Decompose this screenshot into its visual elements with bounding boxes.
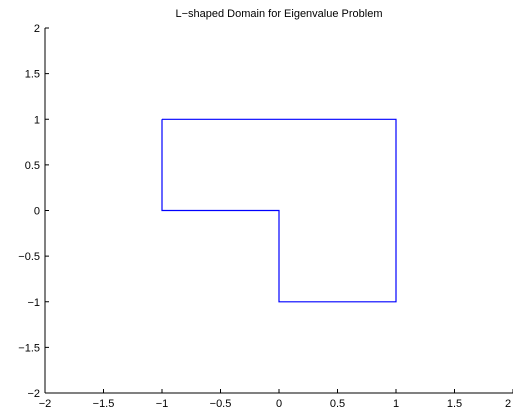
y-tick-label: −0.5 bbox=[18, 251, 40, 263]
x-tick-label: 0 bbox=[276, 398, 282, 410]
chart-title: L−shaped Domain for Eigenvalue Problem bbox=[176, 8, 383, 20]
x-tick-label: 0.5 bbox=[330, 398, 345, 410]
domain-boundary-line bbox=[161, 118, 397, 303]
x-tick-label: −2 bbox=[39, 398, 52, 410]
y-tick-label: −2 bbox=[27, 388, 40, 400]
y-tick-label: 2 bbox=[34, 23, 40, 35]
x-tick-label: 2 bbox=[505, 398, 511, 410]
x-tick-label: 1.5 bbox=[447, 398, 462, 410]
y-tick-label: −1 bbox=[27, 297, 40, 309]
x-tick-label: −1 bbox=[156, 398, 169, 410]
x-tick-label: −1.5 bbox=[93, 398, 115, 410]
y-tick-label: −1.5 bbox=[18, 342, 40, 354]
y-tick-label: 0.5 bbox=[25, 160, 40, 172]
y-tick-label: 1.5 bbox=[25, 69, 40, 81]
y-tick-label: 0 bbox=[34, 206, 40, 218]
x-tick-label: −0.5 bbox=[210, 398, 232, 410]
plot-area: −2 −1.5 −1 −0.5 0 0.5 1 1.5 2 −2 −1.5 −1 −0.5 0 0.5 1 1.… bbox=[18, 23, 513, 410]
y-tick-label: 1 bbox=[34, 114, 40, 126]
x-tick-label: 1 bbox=[393, 398, 399, 410]
